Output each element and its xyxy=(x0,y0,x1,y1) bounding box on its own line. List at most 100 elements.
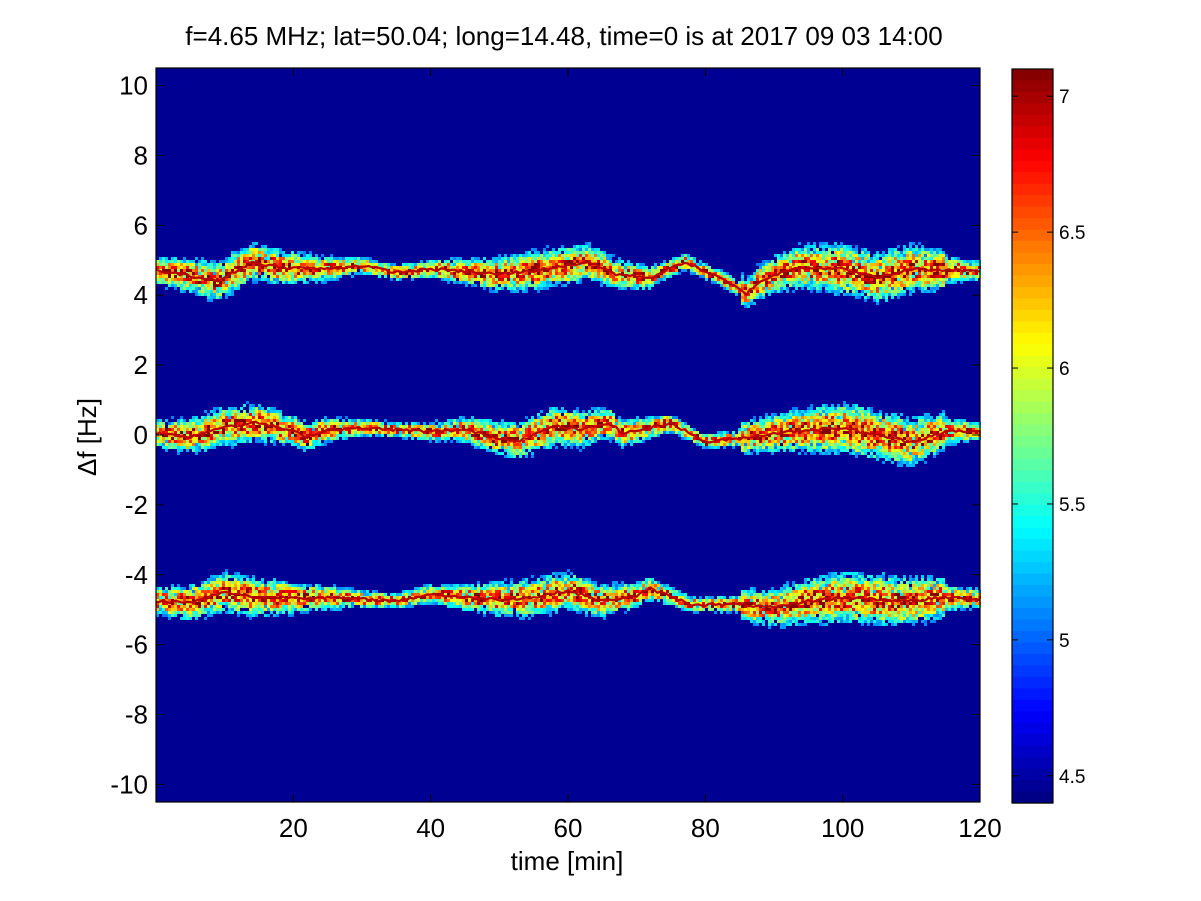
heatmap-cell xyxy=(243,428,246,431)
heatmap-cell xyxy=(207,614,210,617)
heatmap-cell xyxy=(621,269,624,272)
heatmap-cell xyxy=(513,287,516,290)
heatmap-cell xyxy=(195,428,198,431)
heatmap-cell xyxy=(330,269,333,272)
heatmap-cell xyxy=(456,272,459,275)
heatmap-cell xyxy=(192,611,195,614)
heatmap-cell xyxy=(609,266,612,269)
heatmap-cell xyxy=(402,437,405,440)
heatmap-cell xyxy=(537,584,540,587)
heatmap-cell xyxy=(531,581,534,584)
heatmap-cell xyxy=(321,263,324,266)
heatmap-cell xyxy=(447,599,450,602)
heatmap-cell xyxy=(213,443,216,446)
heatmap-cell xyxy=(384,266,387,269)
heatmap-cell xyxy=(291,431,294,434)
heatmap-cell xyxy=(282,431,285,434)
heatmap-cell xyxy=(303,434,306,437)
heatmap-cell xyxy=(639,596,642,599)
heatmap-cell xyxy=(627,425,630,428)
heatmap-cell xyxy=(417,434,420,437)
heatmap-cell xyxy=(513,275,516,278)
heatmap-cell xyxy=(306,590,309,593)
heatmap-cell xyxy=(609,440,612,443)
heatmap-cell xyxy=(690,608,693,611)
heatmap-cell xyxy=(189,596,192,599)
heatmap-cell xyxy=(606,605,609,608)
heatmap-cell xyxy=(372,422,375,425)
heatmap-cell xyxy=(297,272,300,275)
heatmap-cell xyxy=(207,446,210,449)
heatmap-cell xyxy=(510,275,513,278)
heatmap-cell xyxy=(201,611,204,614)
heatmap-cell xyxy=(603,419,606,422)
heatmap-cell xyxy=(591,587,594,590)
heatmap-cell xyxy=(159,281,162,284)
heatmap-cell xyxy=(162,446,165,449)
heatmap-cell xyxy=(303,263,306,266)
heatmap-cell xyxy=(291,263,294,266)
heatmap-cell xyxy=(240,257,243,260)
heatmap-cell xyxy=(471,272,474,275)
heatmap-cell xyxy=(543,422,546,425)
heatmap-cell xyxy=(192,416,195,419)
heatmap-cell xyxy=(282,584,285,587)
heatmap-cell xyxy=(636,425,639,428)
heatmap-cell xyxy=(216,284,219,287)
heatmap-cell xyxy=(624,587,627,590)
heatmap-cell xyxy=(480,419,483,422)
heatmap-cell xyxy=(255,440,258,443)
heatmap-cell xyxy=(165,605,168,608)
heatmap-cell xyxy=(585,266,588,269)
heatmap-cell xyxy=(240,269,243,272)
heatmap-cell xyxy=(393,605,396,608)
heatmap-cell xyxy=(432,266,435,269)
heatmap-cell xyxy=(549,581,552,584)
heatmap-cell xyxy=(273,587,276,590)
heatmap-cell xyxy=(348,587,351,590)
heatmap-cell xyxy=(666,275,669,278)
heatmap-cell xyxy=(192,593,195,596)
heatmap-cell xyxy=(624,599,627,602)
heatmap-cell xyxy=(579,584,582,587)
heatmap-cell xyxy=(660,269,663,272)
heatmap-cell xyxy=(333,602,336,605)
heatmap-cell xyxy=(525,443,528,446)
heatmap-cell xyxy=(363,605,366,608)
heatmap-cell xyxy=(672,587,675,590)
heatmap-cell xyxy=(303,425,306,428)
heatmap-cell xyxy=(234,254,237,257)
heatmap-cell xyxy=(546,275,549,278)
heatmap-cell xyxy=(600,410,603,413)
heatmap-cell xyxy=(654,272,657,275)
heatmap-cell xyxy=(486,602,489,605)
heatmap-cell xyxy=(378,422,381,425)
heatmap-cell xyxy=(354,431,357,434)
heatmap-cell xyxy=(438,425,441,428)
heatmap-cell xyxy=(507,587,510,590)
heatmap-cell xyxy=(423,272,426,275)
heatmap-cell xyxy=(255,266,258,269)
heatmap-cell xyxy=(477,581,480,584)
heatmap-cell xyxy=(486,266,489,269)
heatmap-cell xyxy=(234,287,237,290)
heatmap-cell xyxy=(333,278,336,281)
heatmap-cell xyxy=(390,593,393,596)
heatmap-cell xyxy=(456,275,459,278)
heatmap-cell xyxy=(360,602,363,605)
heatmap-cell xyxy=(567,569,570,572)
heatmap-cell xyxy=(645,584,648,587)
heatmap-cell xyxy=(639,431,642,434)
heatmap-cell xyxy=(606,437,609,440)
heatmap-cell xyxy=(285,263,288,266)
heatmap-cell xyxy=(231,407,234,410)
heatmap-cell xyxy=(651,272,654,275)
heatmap-cell xyxy=(234,434,237,437)
heatmap-cell xyxy=(522,290,525,293)
heatmap-cell xyxy=(624,263,627,266)
heatmap-cell xyxy=(312,275,315,278)
heatmap-cell xyxy=(363,272,366,275)
heatmap-cell xyxy=(333,605,336,608)
heatmap-cell xyxy=(462,422,465,425)
heatmap-cell xyxy=(267,266,270,269)
